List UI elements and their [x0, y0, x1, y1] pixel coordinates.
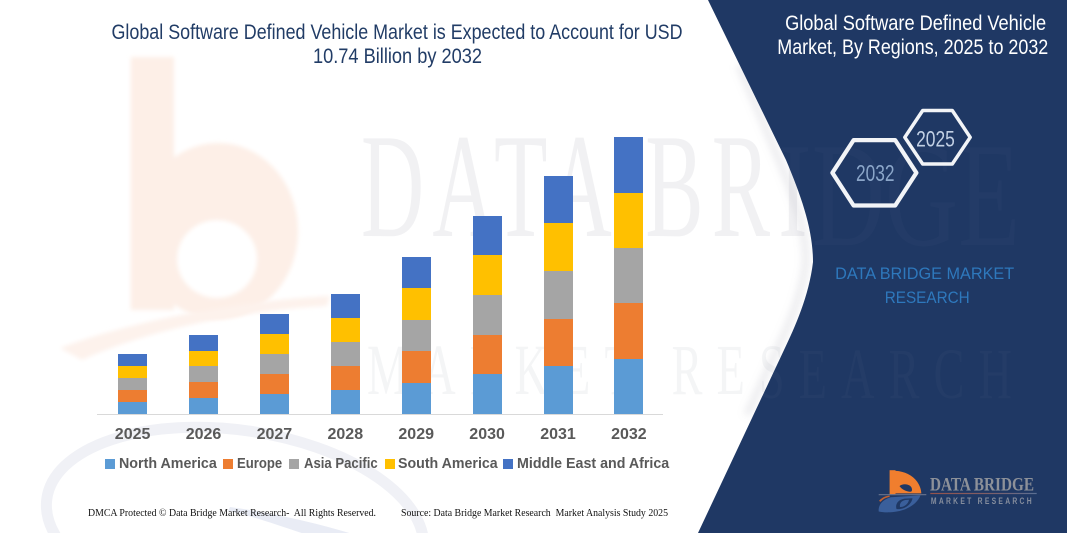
- svg-text:MARKET RESEARCH: MARKET RESEARCH: [367, 334, 1026, 414]
- svg-text:2025: 2025: [916, 127, 955, 152]
- svg-text:2032: 2032: [856, 160, 895, 186]
- svg-text:MARKET RESEARCH: MARKET RESEARCH: [931, 496, 1034, 506]
- svg-text:DATA BRIDGE: DATA BRIDGE: [930, 475, 1034, 496]
